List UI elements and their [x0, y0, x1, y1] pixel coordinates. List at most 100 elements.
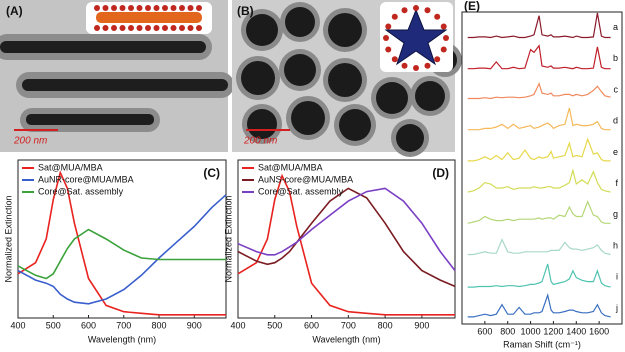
inset-satellites	[383, 5, 449, 71]
nanostar	[285, 7, 315, 37]
nanostar	[396, 124, 424, 152]
nanostar	[415, 81, 445, 111]
nanostar	[339, 109, 371, 141]
nanostar	[376, 82, 408, 114]
spectrum-label: f	[615, 178, 618, 188]
plot-frame	[237, 159, 456, 319]
nanostar	[246, 14, 278, 46]
legend-label: Sat@MUA/MBA	[38, 162, 103, 172]
panel-label: (E)	[464, 0, 480, 13]
satellite	[440, 46, 447, 53]
nanostar	[328, 63, 362, 97]
x-tick-label: 700	[116, 320, 131, 330]
inset-rod	[96, 12, 202, 23]
x-tick-label: 400	[10, 320, 25, 330]
nanostar	[247, 109, 277, 139]
satellite	[383, 35, 389, 41]
spectrum	[467, 168, 611, 193]
satellite	[119, 5, 126, 11]
spectrum-label: a	[613, 22, 618, 32]
nanostar	[284, 54, 316, 86]
satellite	[187, 5, 194, 11]
satellite	[111, 5, 117, 11]
x-tick-label: 700	[341, 320, 356, 330]
panel-label: (B)	[237, 4, 254, 18]
spectrum	[467, 44, 611, 70]
series-line	[237, 187, 456, 288]
x-tick-label: 1400	[566, 326, 586, 336]
rod	[0, 41, 206, 53]
satellite	[179, 5, 185, 11]
satellite	[162, 5, 168, 11]
satellite	[196, 5, 202, 11]
satellite	[413, 5, 419, 11]
x-tick-label: 800	[378, 320, 393, 330]
spectrum	[467, 238, 611, 256]
legend-label: AuNR-core@MUA/MBA	[38, 174, 134, 184]
satellite	[136, 5, 143, 11]
satellite	[128, 5, 134, 11]
satellite	[391, 56, 398, 63]
satellite	[111, 25, 117, 31]
satellite	[102, 5, 109, 11]
legend-label: Core@Sat. assembly	[38, 186, 124, 196]
nanostar	[241, 61, 275, 95]
series-line	[17, 228, 226, 280]
tem-image-a: (A) 200 nm	[0, 0, 234, 152]
satellite	[179, 25, 185, 31]
satellite	[424, 7, 431, 14]
series-line	[17, 170, 226, 316]
satellite	[391, 13, 398, 20]
legend-label: Core@Sat. assembly	[258, 186, 344, 196]
series-line	[237, 173, 455, 316]
satellite	[196, 25, 202, 31]
scale-bar-label: 200 nm	[243, 136, 277, 147]
x-tick-label: 1200	[543, 326, 563, 336]
satellite	[434, 13, 441, 20]
satellite	[434, 56, 441, 63]
satellite	[153, 25, 160, 31]
spectrum-label: c	[614, 84, 619, 94]
satellite	[102, 25, 109, 31]
inset-satellites	[94, 5, 202, 31]
spectrum-label: g	[613, 209, 618, 219]
x-tick-label: 500	[267, 320, 282, 330]
x-axis-label: Wavelength (nm)	[312, 334, 380, 344]
satellite	[162, 25, 168, 31]
x-tick-label: 1000	[521, 326, 541, 336]
satellite	[94, 25, 100, 31]
x-axis-label: Wavelength (nm)	[88, 334, 156, 344]
nanostars	[236, 2, 462, 157]
y-axis-label: Normalized Extinction	[3, 195, 13, 282]
satellite	[440, 23, 447, 30]
x-tick-label: 1600	[589, 326, 609, 336]
x-tick-label: 900	[187, 320, 202, 330]
legend-label: Sat@MUA/MBA	[258, 162, 323, 172]
x-tick-label: 500	[46, 320, 61, 330]
spectrum	[467, 293, 611, 318]
satellite	[413, 65, 419, 71]
satellite	[424, 62, 431, 69]
satellite	[385, 23, 392, 30]
spectrum-label: i	[616, 272, 618, 282]
satellite	[145, 25, 151, 31]
x-tick-label: 800	[500, 326, 515, 336]
plot-frame	[461, 11, 623, 325]
satellite	[401, 62, 408, 69]
satellite	[443, 35, 449, 41]
satellite	[153, 5, 160, 11]
spectrum	[467, 137, 611, 162]
satellite	[401, 7, 408, 14]
inset-star	[384, 8, 448, 66]
legend-label: AuNS-core@MUA/MBA	[258, 174, 353, 184]
spectrum	[467, 199, 611, 224]
spectrum-label: d	[613, 116, 618, 126]
satellite	[136, 25, 143, 31]
spectrum	[467, 12, 611, 39]
spectrum-label: j	[615, 303, 618, 313]
x-tick-label: 600	[304, 320, 319, 330]
rod	[26, 114, 154, 125]
plot-frame	[17, 159, 227, 319]
satellite	[119, 25, 126, 31]
